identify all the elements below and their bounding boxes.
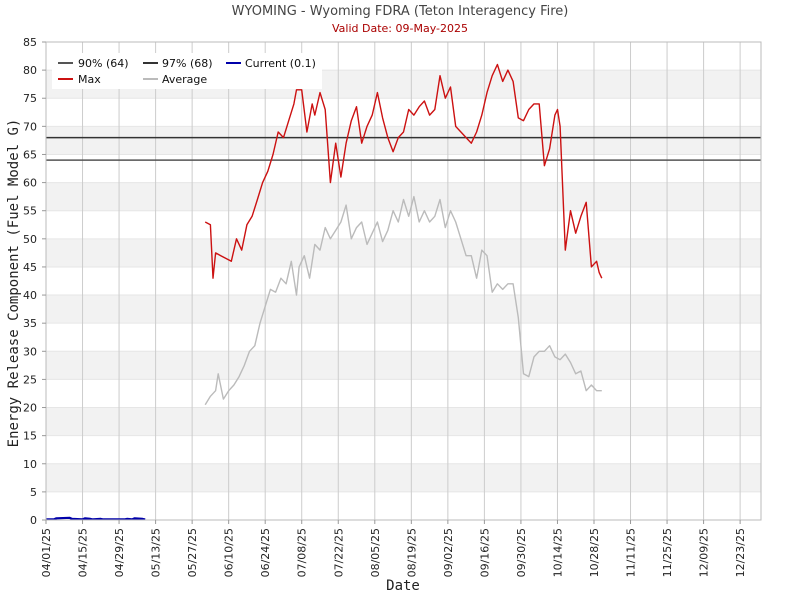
x-tick-label: 10/14/25 xyxy=(551,528,564,577)
background-band xyxy=(46,238,761,267)
plot-area-frame xyxy=(45,41,762,521)
x-tick-label: 12/09/25 xyxy=(698,528,711,577)
x-tick-label: 04/15/25 xyxy=(77,528,90,577)
y-tick-label: 80 xyxy=(23,64,37,77)
y-tick-label: 65 xyxy=(23,148,37,161)
y-tick-label: 40 xyxy=(23,289,37,302)
threshold-lines xyxy=(46,136,761,161)
legend-label-average: Average xyxy=(162,73,207,86)
y-tick-label: 15 xyxy=(23,430,37,443)
chart-subtitle: Valid Date: 09-May-2025 xyxy=(332,22,468,35)
x-tick-label: 10/28/25 xyxy=(588,528,601,577)
x-tick-label: 04/01/25 xyxy=(40,528,53,577)
series-lines xyxy=(46,63,603,521)
y-tick-label: 70 xyxy=(23,120,37,133)
background-band xyxy=(46,351,761,380)
legend-label-90pct: 90% (64) xyxy=(78,57,129,70)
y-tick-label: 75 xyxy=(23,92,37,105)
chart-title: WYOMING - Wyoming FDRA (Teton Interagenc… xyxy=(232,4,569,19)
series-line-max xyxy=(204,63,603,279)
x-axis-title: Date xyxy=(386,578,420,594)
legend: 90% (64) 97% (68) Current (0.1) Max Aver… xyxy=(52,53,322,89)
x-tick-label: 08/19/25 xyxy=(405,528,418,577)
legend-label-max: Max xyxy=(78,73,101,86)
x-tick-label: 06/24/25 xyxy=(259,528,272,577)
y-tick-label: 30 xyxy=(23,345,37,358)
legend-box xyxy=(52,53,322,89)
y-tick-label: 0 xyxy=(30,514,37,527)
x-tick-label: 09/02/25 xyxy=(442,528,455,577)
x-tick-label: 11/25/25 xyxy=(661,528,674,577)
y-tick-label: 10 xyxy=(23,458,37,471)
y-axis-title: Energy Release Component (Fuel Model G) xyxy=(6,119,22,448)
series-line-current-0-1 xyxy=(46,516,146,521)
y-tick-label: 60 xyxy=(23,177,37,190)
y-axis-ticks: 0 5 10 15 20 25 30 35 40 45 50 55 60 65 70 75 80 85 xyxy=(23,36,46,527)
y-tick-label: 20 xyxy=(23,402,37,415)
background-band xyxy=(46,407,761,436)
series-line-average xyxy=(204,195,602,406)
vertical-gridlines xyxy=(45,42,741,520)
background-band xyxy=(46,463,761,492)
horizontal-gridlines xyxy=(46,41,761,521)
x-tick-label: 12/23/25 xyxy=(734,528,747,577)
y-tick-label: 50 xyxy=(23,233,37,246)
y-tick-label: 35 xyxy=(23,317,37,330)
x-tick-label: 05/27/25 xyxy=(186,528,199,577)
y-tick-label: 45 xyxy=(23,261,37,274)
x-tick-label: 07/22/25 xyxy=(332,528,345,577)
legend-label-97pct: 97% (68) xyxy=(162,57,213,70)
x-tick-label: 05/13/25 xyxy=(150,528,163,577)
background-band xyxy=(46,295,761,324)
background-bands xyxy=(46,70,761,492)
y-tick-label: 25 xyxy=(23,373,37,386)
y-tick-label: 55 xyxy=(23,205,37,218)
x-tick-label: 07/08/25 xyxy=(296,528,309,577)
x-axis-ticks: 04/01/25 04/15/25 04/29/25 05/13/25 05/27/25… xyxy=(40,520,747,577)
x-tick-label: 09/16/25 xyxy=(478,528,491,577)
x-tick-label: 04/29/25 xyxy=(113,528,126,577)
x-tick-label: 11/11/25 xyxy=(625,528,638,577)
y-tick-label: 85 xyxy=(23,36,37,49)
x-tick-label: 09/30/25 xyxy=(515,528,528,577)
x-tick-label: 08/05/25 xyxy=(369,528,382,577)
y-tick-label: 5 xyxy=(30,486,37,499)
legend-label-current: Current (0.1) xyxy=(245,57,316,70)
x-tick-label: 06/10/25 xyxy=(223,528,236,577)
background-band xyxy=(46,182,761,211)
